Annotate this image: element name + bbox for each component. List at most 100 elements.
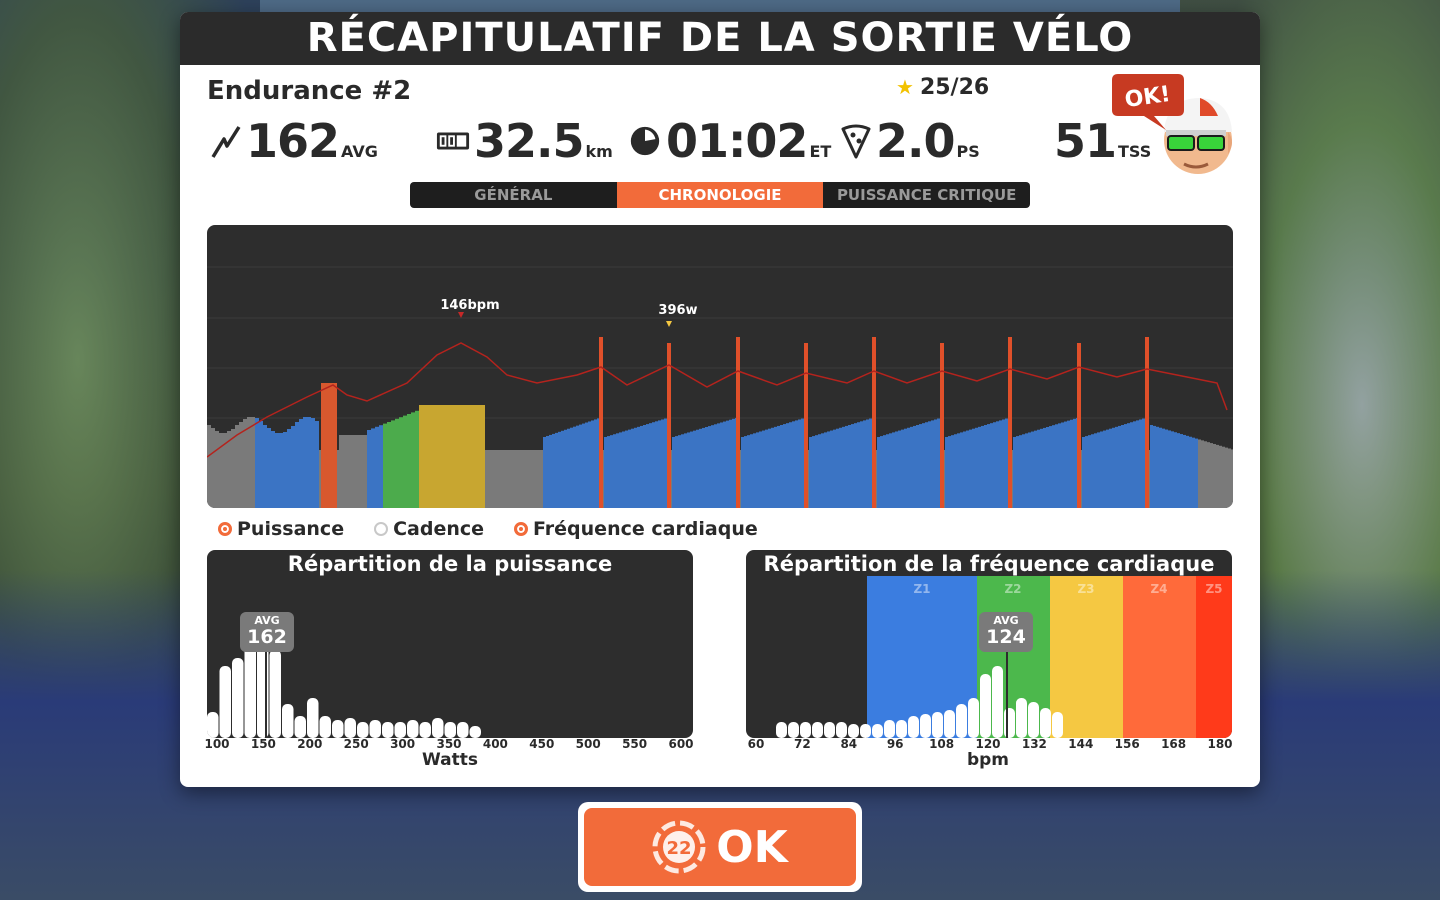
power-segment: [1133, 421, 1136, 508]
power-segment: [211, 428, 215, 508]
histogram-bar: [444, 722, 456, 738]
power-segment: [1103, 430, 1106, 508]
hr-avg-value: 124: [986, 626, 1026, 648]
power-segment: [259, 421, 263, 508]
hr-avg-badge: [979, 612, 1033, 652]
histogram-bar: [944, 710, 955, 738]
power-segment: [1180, 434, 1183, 508]
ok-button[interactable]: 22 OK: [584, 808, 856, 886]
histogram-bar: [1028, 702, 1039, 738]
power-segment: [1189, 436, 1192, 508]
power-segment: [643, 425, 646, 508]
power-segment: [848, 425, 851, 508]
power-segment: [1016, 436, 1019, 508]
power-segment: [425, 405, 428, 508]
power-segment: [886, 434, 889, 508]
tab-general[interactable]: GÉNÉRAL: [474, 186, 553, 204]
tab-puissance-critique[interactable]: PUISSANCE CRITIQUE: [836, 186, 1017, 204]
distance-stat: 32.5 km: [436, 114, 613, 168]
power-segment: [387, 422, 391, 508]
power-segment: [809, 437, 812, 508]
power-segment: [573, 426, 576, 508]
power-segment: [1219, 445, 1222, 508]
power-segment: [1156, 426, 1159, 508]
power-segment: [1022, 434, 1025, 508]
power-segment: [1070, 419, 1073, 508]
power-segment: [705, 427, 708, 508]
power-segment: [907, 427, 910, 508]
power-segment: [307, 417, 311, 508]
power-segment: [1106, 429, 1109, 508]
power-segment: [780, 425, 783, 508]
power-segment: [729, 419, 732, 508]
power-segment: [434, 405, 437, 508]
legend-power[interactable]: Puissance: [218, 518, 344, 540]
histogram-bar: [848, 724, 859, 738]
power-segment: [726, 420, 729, 508]
power-segment: [610, 435, 613, 508]
legend-cadence[interactable]: Cadence: [374, 518, 484, 540]
hr-axis-ticks: 60 72 84 96 108 120 132 144 156 168 180: [746, 737, 1233, 751]
power-segment: [889, 433, 892, 508]
axis-tick: 168: [1161, 737, 1187, 751]
axis-tick: 144: [1068, 737, 1094, 751]
power-segment: [960, 432, 963, 508]
power-segment: [367, 430, 371, 508]
power-segment: [379, 425, 383, 508]
histogram-bar: [800, 722, 811, 738]
power-segment: [363, 435, 367, 508]
histogram-bar: [968, 698, 979, 738]
axis-tick: 120: [975, 737, 1001, 751]
power-segment: [975, 427, 978, 508]
power-segment: [579, 424, 582, 508]
power-segment: [517, 450, 521, 508]
power-segment: [255, 418, 259, 508]
power-segment: [1061, 422, 1064, 508]
zone-z4: [1123, 576, 1196, 738]
power-series: [207, 337, 1233, 508]
power-segment: [549, 434, 552, 508]
timeline-chart[interactable]: 146bpm 396w: [207, 225, 1233, 508]
power-segment: [860, 421, 863, 508]
power-segment: [934, 419, 937, 508]
timeline-legend: Puissance Cadence Fréquence cardiaque: [218, 518, 758, 540]
power-segment: [501, 450, 505, 508]
power-segment: [525, 450, 529, 508]
power-segment: [824, 432, 827, 508]
legend-heart-rate[interactable]: Fréquence cardiaque: [514, 518, 758, 540]
tab-chronologie[interactable]: CHRONOLOGIE: [616, 182, 824, 208]
power-segment: [795, 420, 798, 508]
power-avg-label: AVG: [254, 614, 279, 627]
power-icon: [211, 126, 241, 158]
power-segment: [1091, 434, 1094, 508]
power-segment: [854, 423, 857, 508]
star-icon: ★: [896, 75, 914, 99]
power-stat: 162 AVG: [210, 114, 378, 168]
tss-value: 51: [1054, 114, 1117, 168]
power-segment: [901, 429, 904, 508]
axis-tick: 600: [668, 737, 694, 751]
power-segment: [1052, 425, 1055, 508]
power-segment: [1228, 448, 1231, 508]
power-segment: [1112, 427, 1115, 508]
ok-badge-number: 22: [667, 838, 692, 859]
histogram-bar: [812, 722, 823, 738]
power-segment: [343, 435, 347, 508]
axis-tick: 84: [840, 737, 858, 751]
power-segment: [558, 431, 561, 508]
histogram-bar: [394, 722, 406, 738]
histogram-bar: [382, 722, 394, 738]
power-segment: [476, 405, 479, 508]
cadence-toggle-icon: [374, 522, 389, 536]
power-segment: [339, 435, 343, 508]
axis-tick: 72: [794, 737, 811, 751]
power-segment: [267, 428, 271, 508]
histogram-bar: [956, 704, 967, 738]
power-distribution-title: Répartition de la puissance: [287, 552, 613, 576]
power-segment: [857, 422, 860, 508]
power-segment: [411, 412, 415, 508]
power-segment: [951, 435, 954, 508]
histogram-bar: [219, 666, 231, 738]
histogram-bar: [884, 720, 895, 738]
power-segment: [687, 432, 690, 508]
